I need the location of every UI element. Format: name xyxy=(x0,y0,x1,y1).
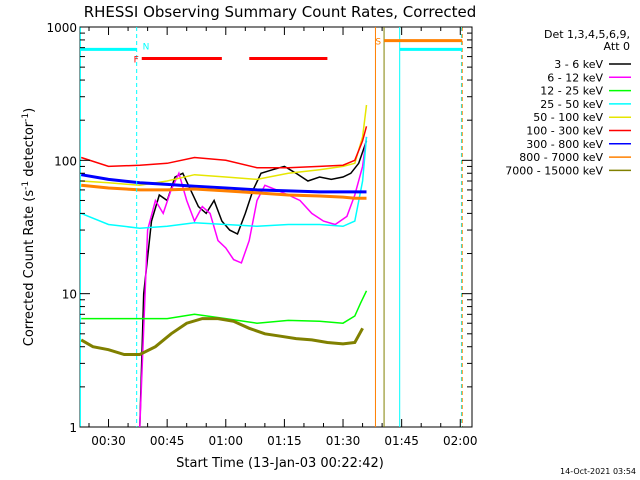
x-tick-label-2: 01:00 xyxy=(208,434,243,448)
x-axis: 00:30 00:45 01:00 01:15 01:30 01:45 02:00 xyxy=(88,27,478,448)
series-line-8 xyxy=(80,317,364,356)
y-tick-label-3: 1000 xyxy=(46,21,77,35)
y-axis-label-end: ) xyxy=(22,108,37,113)
x-tick-label-1: 00:45 xyxy=(150,434,185,448)
y-axis-label-mid: detector xyxy=(22,121,37,181)
series-line-6 xyxy=(80,173,367,194)
x-tick-label-4: 01:30 xyxy=(326,434,361,448)
legend-header-1: Att 0 xyxy=(604,40,630,53)
x-tick-label-3: 01:15 xyxy=(267,434,302,448)
legend-label-3: 25 - 50 keV xyxy=(540,98,603,111)
series-layer xyxy=(80,104,368,428)
legend-label-5: 100 - 300 keV xyxy=(526,125,603,138)
x-tick-label-0: 00:30 xyxy=(91,434,126,448)
series-line-7 xyxy=(81,183,367,200)
series-line-4 xyxy=(81,104,368,187)
legend-label-7: 800 - 7000 keV xyxy=(519,151,603,164)
x-tick-label-5: 01:45 xyxy=(384,434,419,448)
y-axis-label-sup1: -1 xyxy=(21,181,31,190)
plot-frame xyxy=(79,26,473,428)
legend-label-8: 7000 - 15000 keV xyxy=(505,164,603,177)
series-line-3 xyxy=(80,136,368,229)
flag-label-0: N xyxy=(143,42,150,52)
series-line-5 xyxy=(80,126,368,169)
y-axis-label-sup2: -1 xyxy=(21,113,31,122)
legend-label-4: 50 - 100 keV xyxy=(533,111,603,124)
y-tick-label-1: 10 xyxy=(62,288,77,302)
series-line-2 xyxy=(81,290,368,324)
legend-label-2: 12 - 25 keV xyxy=(540,85,603,98)
vertical-marker-layer xyxy=(79,27,463,427)
y-tick-label-0: 1 xyxy=(69,421,77,435)
y-tick-label-2: 100 xyxy=(54,154,77,168)
flag-label-1: F xyxy=(134,56,139,66)
x-axis-label: Start Time (13-Jan-03 00:22:42) xyxy=(176,456,384,471)
chart-title: RHESSI Observing Summary Count Rates, Co… xyxy=(84,3,477,21)
y-axis-label: Corrected Count Rate (s-1 detector-1) xyxy=(21,108,37,346)
legend-header-0: Det 1,3,4,5,6,9, xyxy=(544,28,630,41)
flag-layer: NF S xyxy=(80,38,463,66)
flag-label-2: S xyxy=(375,38,381,48)
legend-label-0: 3 - 6 keV xyxy=(554,58,603,71)
legend-label-1: 6 - 12 keV xyxy=(547,71,603,84)
footer-timestamp: 14-Oct-2021 03:54 xyxy=(560,467,636,476)
legend-label-6: 300 - 800 keV xyxy=(526,138,603,151)
x-tick-label-6: 02:00 xyxy=(443,434,478,448)
y-axis-label-main: Corrected Count Rate (s xyxy=(22,190,37,347)
y-axis: 1 10 100 1000 xyxy=(46,21,472,435)
